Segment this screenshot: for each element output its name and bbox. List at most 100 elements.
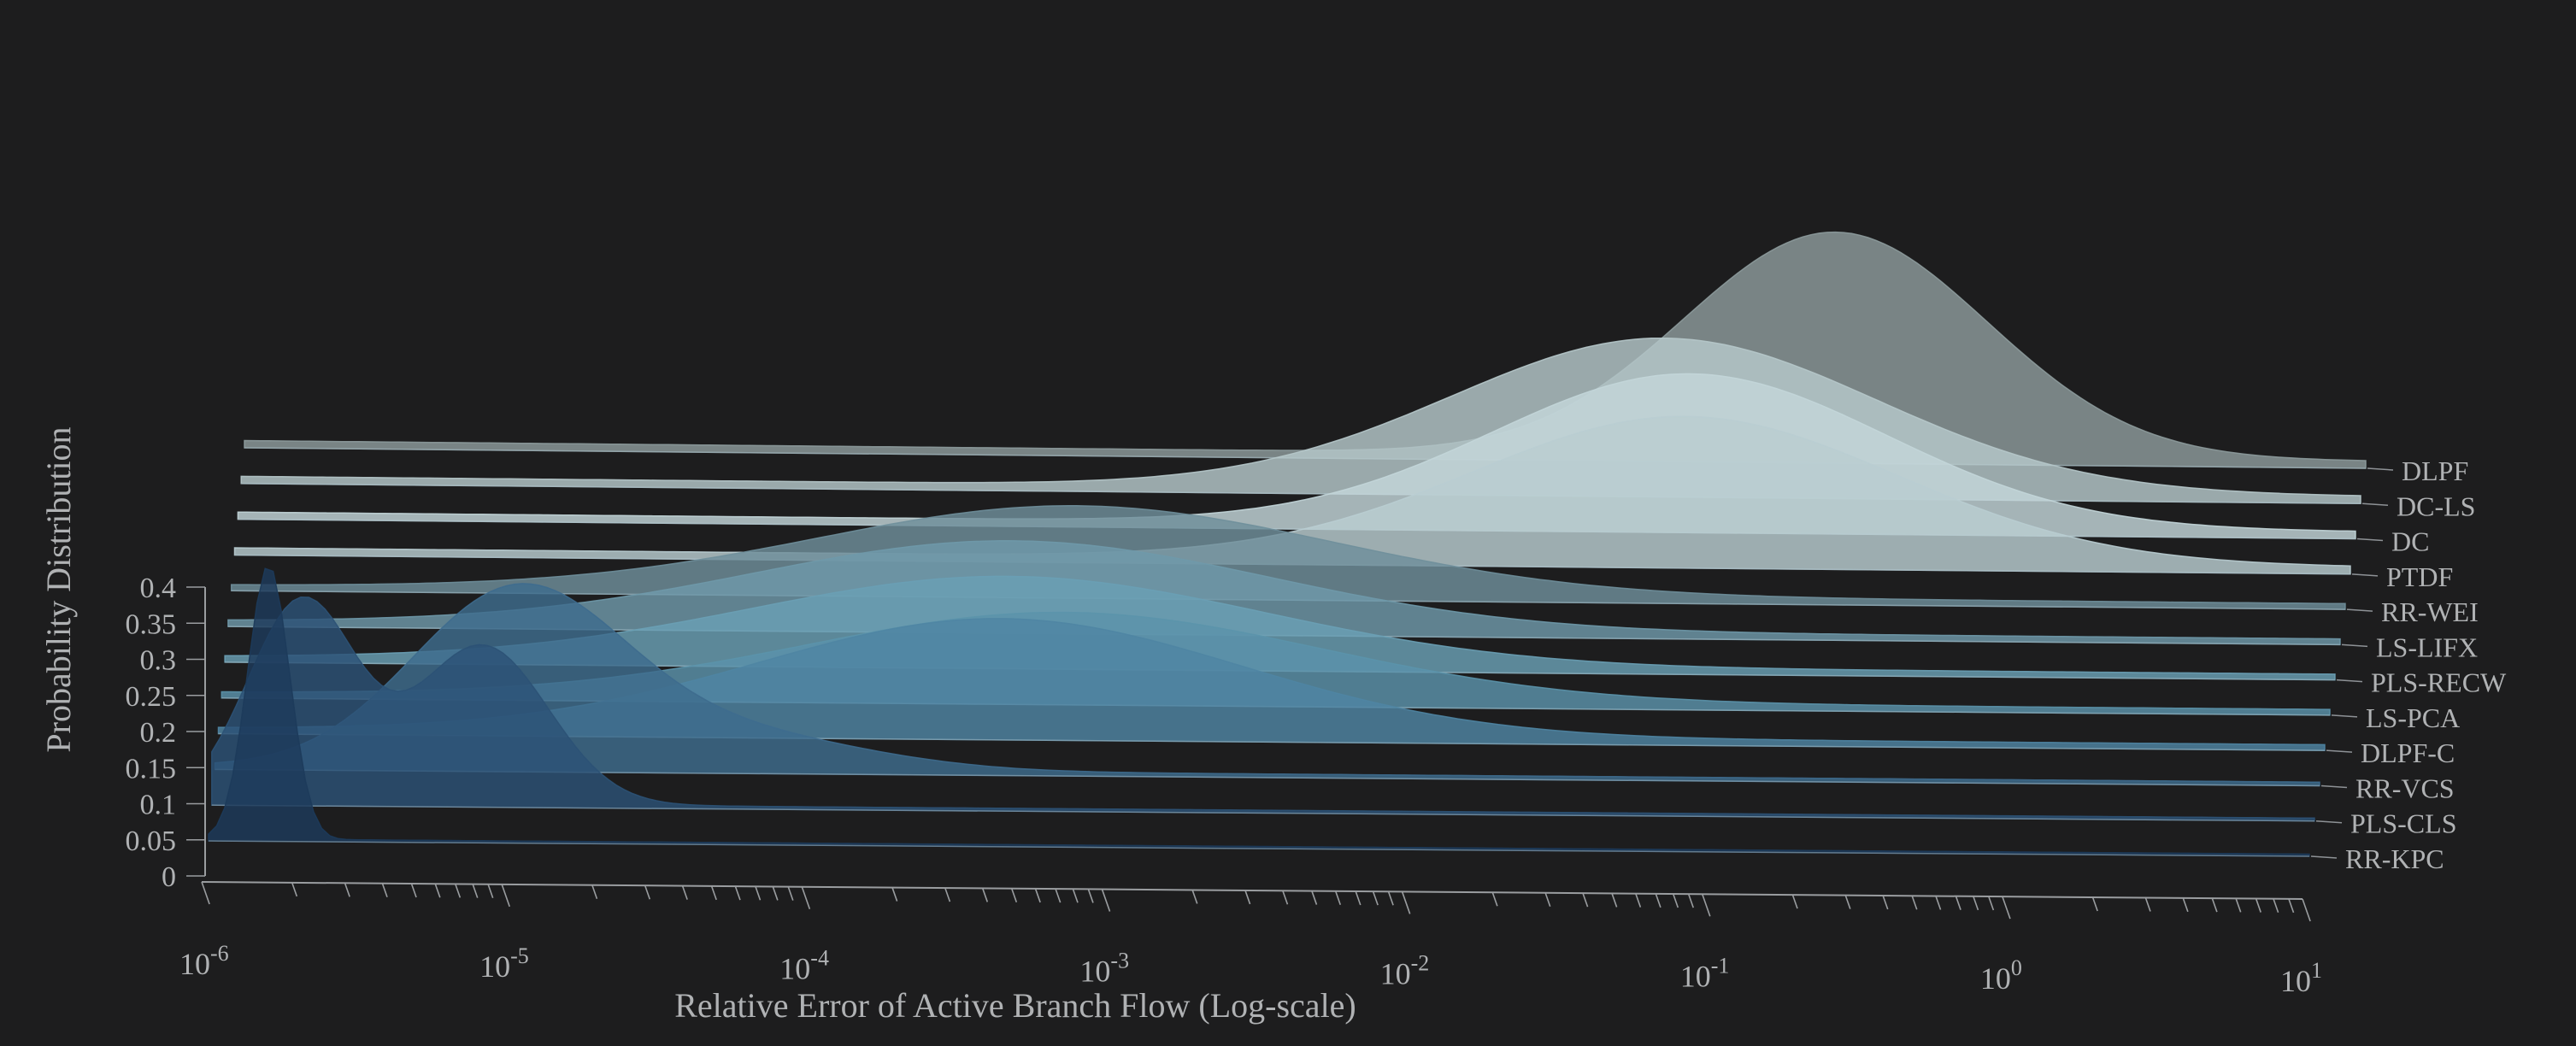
labels-layer: DLPF DC-LS DC PTDF RR-WEI LS-LIFX PLS-RECW LS-P…	[2310, 455, 2507, 874]
x-tick-label: 10-2	[1380, 950, 1430, 990]
series-label-pls-recw: PLS-RECW	[2371, 667, 2507, 698]
series-leader-tick	[2320, 784, 2348, 789]
y-tick-label: 0.05	[126, 826, 177, 857]
x-minor-tick	[1955, 896, 1961, 910]
y-tick-label: 0.35	[126, 608, 177, 640]
x-minor-tick	[681, 885, 688, 900]
x-minor-tick	[1387, 891, 1394, 906]
x-minor-tick	[344, 883, 350, 897]
series-label-dlpf-c: DLPF-C	[2361, 737, 2455, 768]
x-tick-label: 10-4	[779, 946, 829, 986]
ridge-ptdf	[233, 415, 2351, 575]
y-tick-label: 0	[162, 861, 176, 893]
ridges-layer	[208, 231, 2367, 857]
x-minor-tick	[1844, 895, 1851, 909]
ridge-baseline	[211, 804, 2315, 822]
ridge-rr-kpc	[208, 567, 2310, 857]
x-minor-tick	[381, 883, 388, 897]
series-leader-tick	[2356, 538, 2384, 542]
x-axis-title: Relative Error of Active Branch Flow (Lo…	[674, 986, 1356, 1025]
x-minor-tick	[1973, 896, 1979, 911]
series-label-dc: DC	[2391, 526, 2429, 557]
x-minor-tick	[2211, 897, 2218, 913]
x-major-tick	[201, 881, 210, 905]
series-label-ls-pca: LS-PCA	[2366, 702, 2460, 733]
x-minor-tick	[487, 884, 494, 898]
x-major-tick	[801, 886, 811, 909]
x-major-tick	[1401, 891, 1411, 914]
x-minor-tick	[2288, 898, 2295, 914]
x-minor-tick	[1582, 892, 1589, 908]
series-leader-tick	[2336, 679, 2363, 683]
x-major-tick	[2002, 896, 2011, 920]
x-minor-tick	[1355, 890, 1362, 906]
x-minor-tick	[1191, 890, 1198, 904]
series-leader-tick	[2351, 573, 2379, 577]
series-label-dc-ls: DC-LS	[2397, 491, 2475, 521]
x-minor-tick	[1372, 890, 1379, 906]
x-minor-tick	[472, 884, 479, 898]
series-label-ls-lifx: LS-LIFX	[2376, 632, 2478, 662]
x-major-tick	[501, 884, 510, 908]
ridge-pls-cls	[211, 596, 2315, 822]
x-minor-tick	[734, 885, 741, 901]
series-leader-tick	[2361, 502, 2389, 507]
series-leader-tick	[2326, 749, 2353, 753]
x-minor-tick	[2273, 898, 2279, 913]
x-minor-tick	[710, 885, 717, 901]
ridge-rr-vcs	[214, 583, 2320, 787]
series-label-rr-wei: RR-WEI	[2381, 596, 2479, 627]
y-tick-label: 0.1	[140, 790, 177, 821]
x-major-tick	[2302, 898, 2311, 922]
x-tick-label: 10-1	[1680, 953, 1730, 993]
series-label-dlpf: DLPF	[2402, 455, 2468, 486]
x-minor-tick	[1055, 888, 1062, 903]
x-tick-label: 101	[2280, 958, 2322, 998]
x-minor-tick	[1687, 893, 1695, 908]
series-leader-tick	[2346, 608, 2373, 612]
x-minor-tick	[410, 883, 417, 898]
x-minor-tick	[1672, 893, 1679, 908]
x-major-tick	[1101, 889, 1111, 912]
x-minor-tick	[1544, 892, 1551, 908]
x-minor-tick	[1072, 889, 1079, 903]
x-minor-tick	[1087, 889, 1094, 903]
x-minor-tick	[787, 886, 794, 901]
y-tick-label: 0.2	[140, 717, 177, 749]
x-minor-tick	[454, 884, 462, 898]
x-minor-tick	[1911, 896, 1918, 910]
x-minor-tick	[1611, 893, 1618, 908]
x-minor-tick	[1988, 896, 1995, 911]
x-minor-tick	[2182, 897, 2189, 913]
x-minor-tick	[291, 882, 298, 897]
x-tick-label: 100	[1980, 955, 2022, 996]
x-minor-tick	[1655, 893, 1661, 908]
x-minor-tick	[1334, 890, 1342, 906]
series-label-rr-vcs: RR-VCS	[2355, 773, 2455, 803]
series-leader-tick	[2331, 714, 2358, 718]
x-tick-label: 10-6	[179, 941, 229, 981]
x-minor-tick	[944, 887, 951, 902]
x-minor-tick	[1635, 893, 1642, 908]
x-minor-tick	[1791, 894, 1798, 909]
series-leader-tick	[2341, 643, 2368, 648]
series-label-pls-cls: PLS-CLS	[2350, 808, 2456, 839]
x-minor-tick	[1935, 896, 1942, 910]
x-minor-tick	[2235, 898, 2242, 913]
series-label-rr-kpc: RR-KPC	[2345, 843, 2444, 874]
series-leader-tick	[2367, 467, 2394, 471]
y-tick-label: 0.25	[126, 681, 177, 713]
x-minor-tick	[2144, 897, 2151, 912]
x-minor-tick	[1491, 892, 1498, 907]
y-axis-title: Probability Distribution	[39, 426, 78, 752]
x-minor-tick	[1311, 890, 1318, 905]
x-minor-tick	[1244, 890, 1251, 905]
ridge-baseline	[208, 840, 2310, 857]
y-tick-label: 0.3	[140, 645, 177, 677]
series-leader-tick	[2315, 820, 2343, 824]
ridge-dlpf	[244, 231, 2367, 469]
x-minor-tick	[2255, 898, 2261, 913]
x-minor-tick	[1282, 890, 1289, 905]
x-tick-label: 10-3	[1079, 949, 1129, 989]
